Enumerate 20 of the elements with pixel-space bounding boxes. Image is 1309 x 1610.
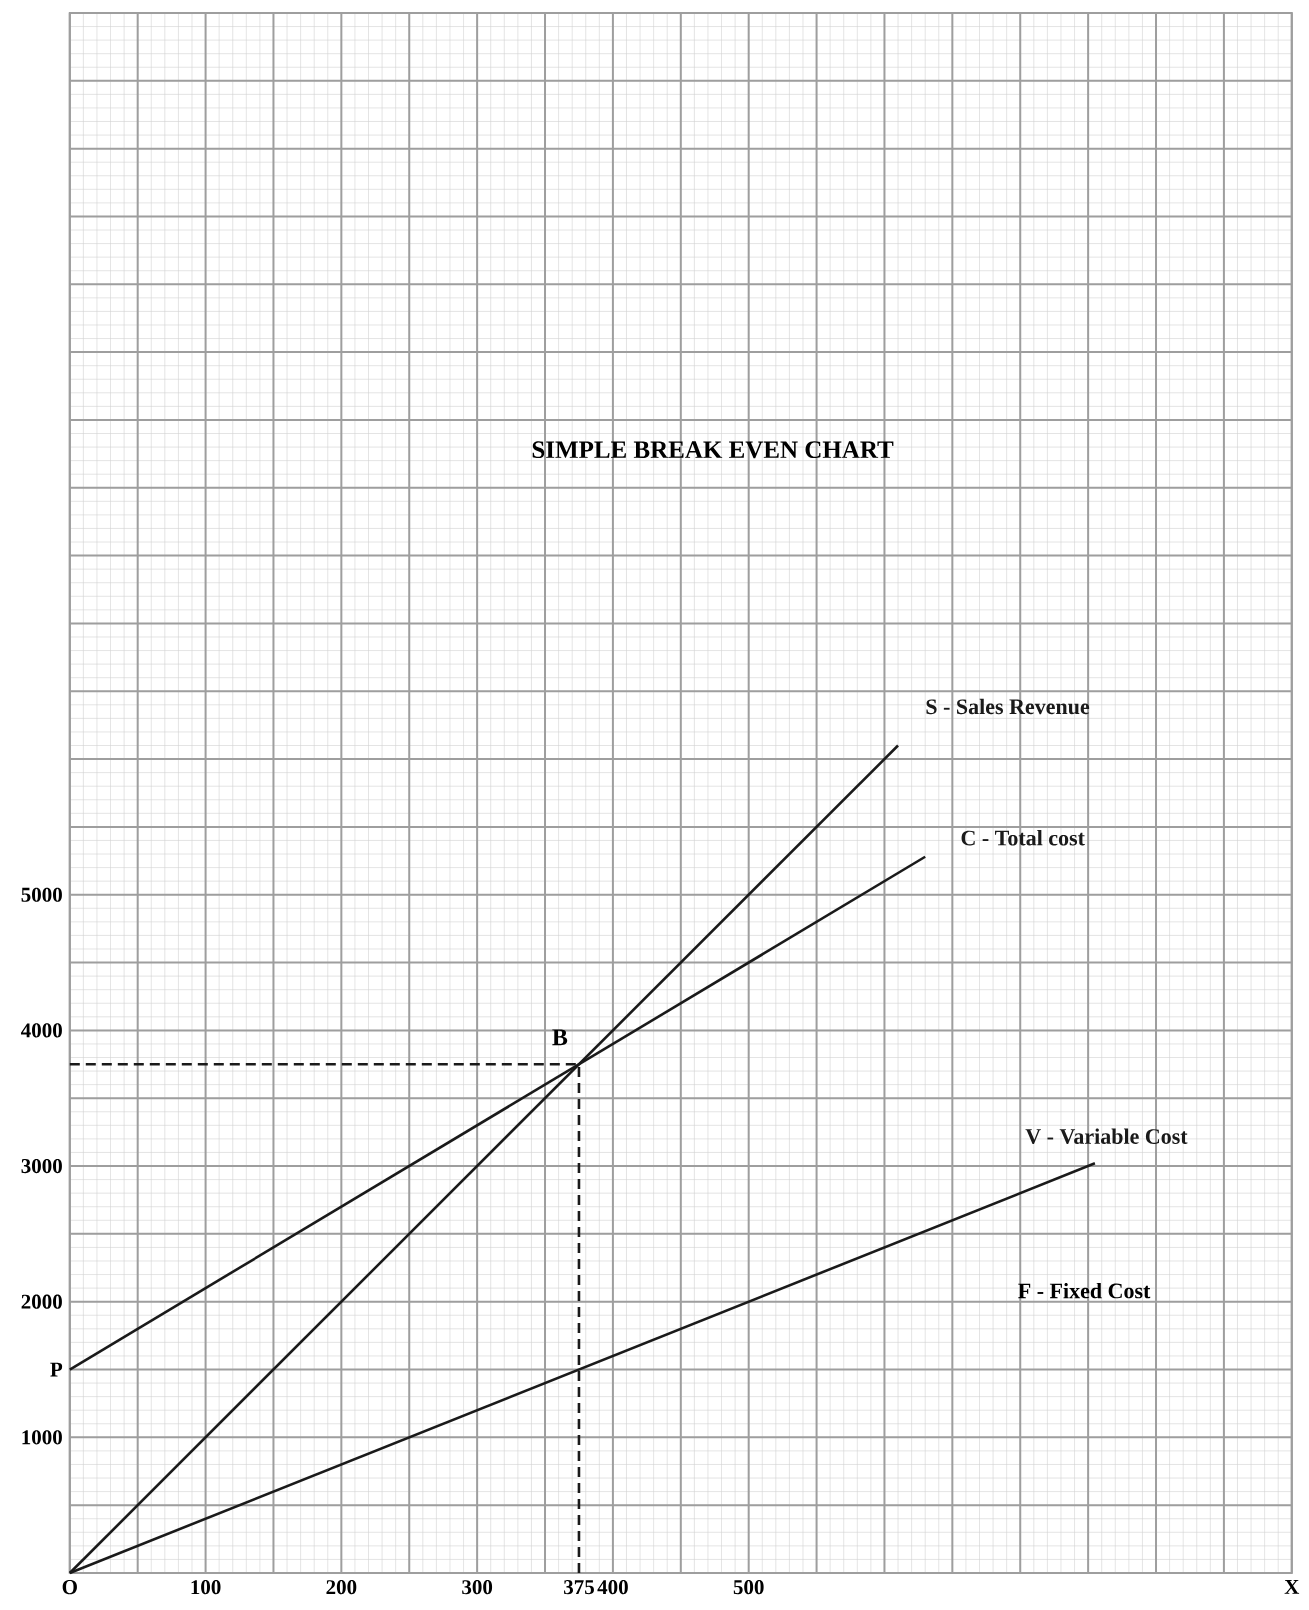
x-tick-label: 300 (462, 1580, 493, 1595)
x-tick-label: 200 (326, 1580, 357, 1595)
x-tick-label: 500 (733, 1580, 764, 1595)
x-tick-label: O (62, 1580, 77, 1595)
x-tick-label: X (1284, 1580, 1300, 1594)
y-tick-label: 3000 (21, 1158, 62, 1174)
y-tick-label: 5000 (21, 887, 62, 902)
annotation: F - Fixed Cost (1018, 1282, 1151, 1299)
x-tick-label: 100 (191, 1580, 221, 1595)
x-tick-label: 375 (564, 1580, 594, 1595)
series-label: V - Variable Cost (1025, 1128, 1188, 1145)
series-label: C - Total cost (961, 829, 1085, 846)
y-tick-label: 1000 (22, 1430, 62, 1445)
x-tick-label: 400 (597, 1580, 628, 1595)
text: SIMPLE BREAK EVEN CHART (532, 441, 894, 459)
series-label: S - Sales Revenue (926, 698, 1090, 715)
y-tick-label: 4000 (21, 1023, 62, 1038)
y-tick-label: 2000 (21, 1294, 62, 1309)
y-tick-label: P (50, 1362, 63, 1377)
annotation: B (552, 1029, 568, 1046)
